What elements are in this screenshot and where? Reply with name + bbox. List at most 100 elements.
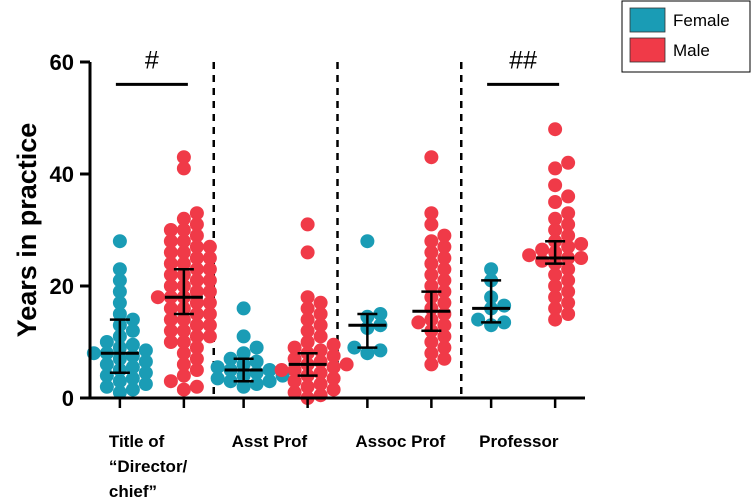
- male-data-point: [326, 371, 341, 386]
- female-data-point: [112, 234, 127, 249]
- male-data-point: [163, 323, 178, 338]
- male-data-point: [326, 337, 341, 352]
- male-data-point: [437, 251, 452, 265]
- axes: [88, 62, 585, 400]
- male-data-point: [176, 223, 191, 237]
- male-data-point: [339, 357, 354, 372]
- male-data-point: [548, 290, 563, 305]
- female-data-point: [262, 363, 277, 377]
- male-data-point: [561, 206, 576, 221]
- male-data-point: [189, 363, 204, 377]
- female-data-point: [125, 360, 140, 375]
- male-data-point: [574, 251, 589, 265]
- male-data-point: [522, 248, 537, 263]
- female-data-point: [99, 357, 114, 372]
- male-data-point: [189, 340, 204, 355]
- legend: Female Male: [621, 0, 751, 73]
- male-data-point: [202, 329, 217, 344]
- x-ticks: Title of “Director/chief” Asst Prof Assoc P…: [109, 398, 559, 500]
- male-data-point: [561, 217, 576, 232]
- female-data-point: [138, 365, 153, 380]
- female-data-point: [373, 343, 388, 358]
- male-data-point: [535, 242, 550, 257]
- male-data-point: [176, 357, 191, 372]
- male-data-point: [189, 284, 204, 299]
- male-data-point: [561, 307, 576, 321]
- female-data-point: [497, 298, 512, 313]
- female-data-point: [223, 351, 238, 366]
- male-data-point: [561, 239, 576, 254]
- male-data-point: [300, 323, 315, 338]
- female-data-point: [112, 284, 127, 299]
- male-data-point: [189, 217, 204, 232]
- male-data-point: [424, 346, 439, 361]
- male-data-point: [424, 245, 439, 260]
- female-data-point: [138, 354, 153, 369]
- category-label: Asst Prof: [232, 432, 308, 451]
- male-data-point: [163, 374, 178, 389]
- male-data-point: [548, 161, 563, 176]
- female-data-point: [236, 379, 251, 394]
- male-data-point: [163, 234, 178, 249]
- category-label: Assoc Prof: [355, 432, 445, 451]
- male-data-point: [326, 349, 341, 363]
- female-data-point: [236, 346, 251, 361]
- female-data-point: [210, 371, 225, 386]
- male-data-point: [189, 295, 204, 310]
- y-ticks: 0 20 40 60: [50, 50, 90, 411]
- male-data-point: [424, 150, 439, 165]
- male-data-point: [163, 335, 178, 349]
- male-data-point: [437, 262, 452, 277]
- male-data-point: [202, 273, 217, 288]
- female-data-point: [138, 343, 153, 358]
- male-data-point: [300, 335, 315, 349]
- male-data-point: [561, 228, 576, 243]
- male-data-point: [163, 312, 178, 327]
- male-data-point: [437, 239, 452, 254]
- male-data-point: [202, 307, 217, 321]
- male-data-point: [326, 360, 341, 375]
- male-data-point: [163, 267, 178, 282]
- male-data-point: [176, 234, 191, 249]
- male-data-point: [163, 279, 178, 293]
- female-data-point: [497, 315, 512, 330]
- female-data-point: [347, 340, 362, 355]
- y-tick-label: 40: [50, 162, 74, 187]
- male-data-point: [202, 295, 217, 310]
- female-data-point: [360, 234, 375, 249]
- y-tick-label: 0: [62, 386, 74, 411]
- category-label: “Director/: [109, 457, 188, 476]
- male-data-point: [548, 223, 563, 237]
- male-data-point: [437, 351, 452, 366]
- male-data-point: [437, 340, 452, 355]
- female-data-point: [125, 371, 140, 386]
- female-data-point: [112, 295, 127, 310]
- male-data-point: [437, 284, 452, 299]
- data-points: [86, 122, 589, 405]
- female-data-point: [262, 374, 277, 389]
- male-data-point: [176, 245, 191, 260]
- male-data-point: [424, 234, 439, 249]
- male-data-point: [437, 273, 452, 288]
- male-data-point: [202, 262, 217, 277]
- male-legend-label: Male: [673, 41, 710, 60]
- male-data-point: [189, 329, 204, 344]
- y-tick-label: 20: [50, 274, 74, 299]
- male-data-point: [424, 279, 439, 293]
- female-data-point: [249, 340, 264, 355]
- male-data-point: [561, 284, 576, 299]
- male-data-point: [163, 245, 178, 260]
- male-data-point: [424, 256, 439, 271]
- female-data-point: [125, 382, 140, 397]
- male-data-point: [202, 284, 217, 299]
- male-data-point: [437, 318, 452, 333]
- male-data-point: [548, 267, 563, 282]
- male-data-point: [548, 301, 563, 316]
- male-data-point: [313, 343, 328, 358]
- y-tick-label: 60: [50, 50, 74, 75]
- male-data-point: [548, 178, 563, 193]
- male-data-point: [189, 351, 204, 366]
- female-data-point: [125, 312, 140, 327]
- male-data-point: [424, 335, 439, 349]
- male-data-point: [300, 301, 315, 316]
